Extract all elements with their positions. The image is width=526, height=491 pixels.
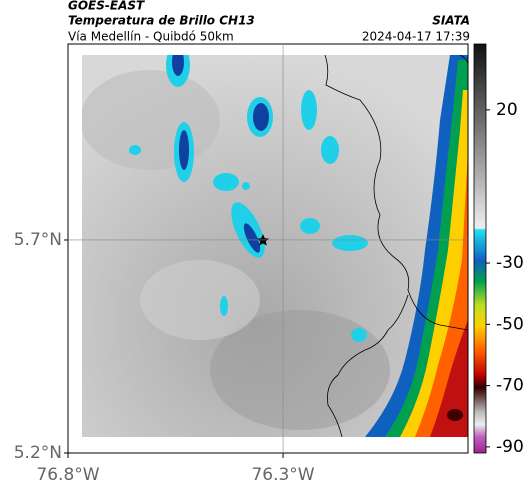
- colorbar-tick-label: -50: [496, 314, 524, 334]
- satellite-image: [82, 55, 468, 437]
- region: Vía Medellín - Quibdó 50km: [68, 30, 234, 44]
- colorbar-tick-label: -90: [496, 437, 524, 457]
- source: SIATA: [432, 14, 470, 28]
- timestamp: 2024-04-17 17:39: [362, 30, 470, 44]
- colorbar-tick-label: 20: [496, 100, 518, 120]
- map-frame: [67, 43, 469, 454]
- x-tick-label: 76.8°W: [36, 465, 99, 485]
- subtitle: Temperatura de Brillo CH13: [68, 14, 255, 28]
- x-tick-label: 76.3°W: [251, 465, 314, 485]
- y-tick-label: 5.2°N: [14, 443, 62, 463]
- title: GOES-EAST: [68, 0, 145, 13]
- colorbar-tick-label: -30: [496, 253, 524, 273]
- y-tick-label: 5.7°N: [14, 230, 62, 250]
- colorbar: [473, 43, 487, 454]
- colorbar-tick-label: -70: [496, 376, 524, 396]
